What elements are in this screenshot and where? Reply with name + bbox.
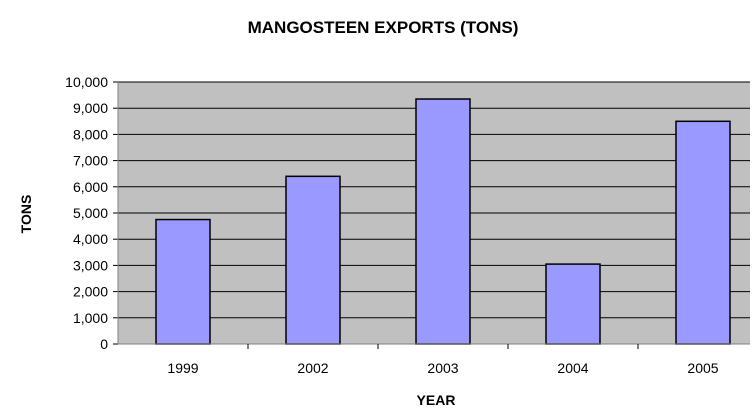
y-tick-label: 3,000: [73, 257, 108, 273]
x-tick-label: 2002: [297, 360, 328, 376]
chart-title: MANGOSTEEN EXPORTS (TONS): [248, 18, 519, 37]
y-tick-label: 1,000: [73, 310, 108, 326]
y-tick-label: 2,000: [73, 284, 108, 300]
x-tick-label: 2003: [427, 360, 458, 376]
y-tick-labels: 0 1,000 2,000 3,000 4,000 5,000 6,000 7,000 8,00…: [65, 74, 108, 352]
bar-2002: [285, 175, 341, 345]
y-tick-label: 6,000: [73, 179, 108, 195]
x-tick-label: 2005: [687, 360, 718, 376]
x-tick-labels: 1999 2002 2003 2004 2005: [167, 360, 718, 376]
y-axis-title: TONS: [18, 195, 34, 234]
y-tick-label: 7,000: [73, 153, 108, 169]
y-tick-label: 4,000: [73, 231, 108, 247]
bar-1999: [155, 218, 211, 345]
bar-2004: [545, 263, 601, 345]
y-tick-label: 9,000: [73, 100, 108, 116]
y-tick-label: 10,000: [65, 74, 108, 90]
bar-2003: [415, 98, 471, 345]
y-tick-label: 0: [100, 336, 108, 352]
y-tick-label: 5,000: [73, 205, 108, 221]
axes: [113, 81, 750, 349]
x-tick-label: 2004: [557, 360, 588, 376]
bar-2005: [675, 120, 731, 345]
x-tick-label: 1999: [167, 360, 198, 376]
x-axis-title: YEAR: [417, 392, 456, 408]
bars: [155, 98, 731, 345]
y-tick-label: 8,000: [73, 126, 108, 142]
